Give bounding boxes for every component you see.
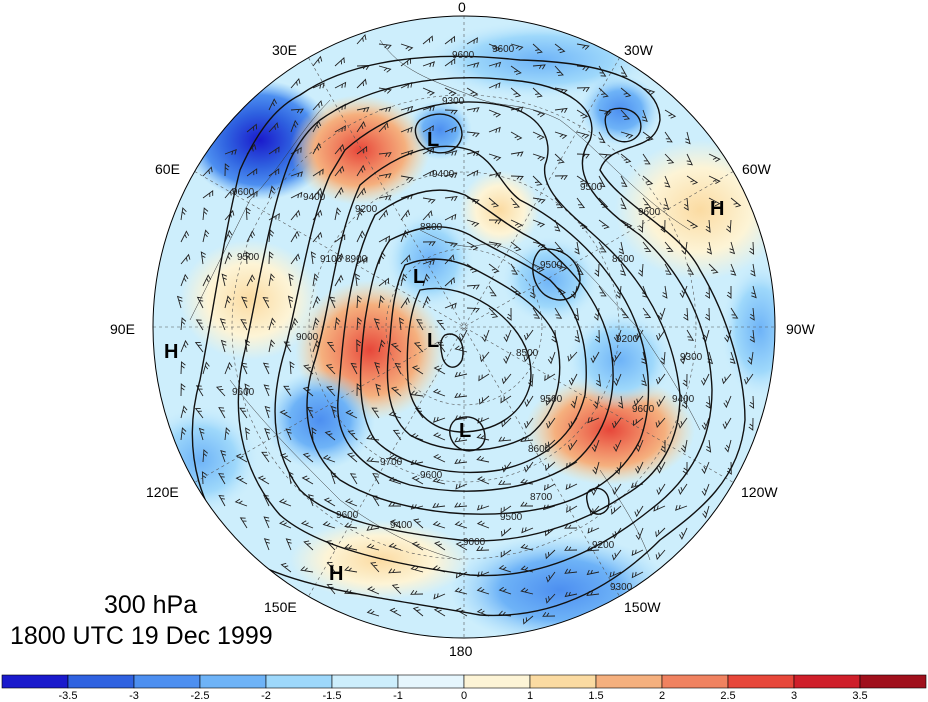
contour-label: 9600 — [420, 470, 443, 481]
longitude-label: 0 — [458, 0, 466, 15]
contour-label: 9000 — [296, 332, 319, 343]
contour-label: 9600 — [232, 387, 255, 398]
contour-label: 8800 — [420, 222, 443, 233]
contour-label: 9600 — [336, 510, 359, 521]
longitude-label: 150W — [624, 599, 661, 615]
colorbar-swatch — [463, 674, 531, 689]
valid-time-label: 1800 UTC 19 Dec 1999 — [10, 622, 273, 650]
contour-label: 9600 — [232, 187, 255, 198]
colorbar-swatch — [727, 674, 795, 689]
colorbar-swatch — [529, 674, 597, 689]
longitude-label: 90E — [110, 321, 135, 337]
contour-labels: 9600 9600 9300 9400 9200 9500 9600 9400 9100 8900… — [232, 44, 703, 593]
contour-label: 9000 — [463, 537, 486, 548]
high-center-marker: H — [710, 198, 724, 220]
longitude-label: 30W — [624, 42, 654, 58]
contour-label: 9600 — [492, 44, 515, 55]
colorbar-tick-label: 3 — [791, 690, 797, 702]
colorbar-swatch — [133, 674, 201, 689]
contour-label: 9500 — [500, 512, 523, 523]
contour-label: 8700 — [530, 492, 553, 503]
contour-label: 9200 — [355, 204, 378, 215]
low-center-marker: L — [413, 266, 425, 288]
coastlines — [189, 39, 701, 561]
contour-label: 9300 — [610, 582, 633, 593]
contour-label: 9600 — [632, 404, 655, 415]
low-center-marker: L — [459, 420, 471, 442]
contour-label: 9600 — [638, 207, 661, 218]
contour-label: 9500 — [580, 182, 603, 193]
colorbar-swatch — [331, 674, 399, 689]
map-boundary — [152, 15, 776, 639]
colorbar-swatch — [595, 674, 663, 689]
contour-label: 9300 — [442, 96, 465, 107]
contour-label: 9600 — [452, 50, 475, 61]
longitude-label: 120W — [741, 484, 778, 500]
colorbar-tick-label: 2 — [659, 690, 665, 702]
colorbar-swatch — [859, 674, 927, 689]
contour-label: 8600 — [528, 444, 551, 455]
longitude-label: 150E — [264, 599, 297, 615]
colorbar-swatch — [793, 674, 861, 689]
longitude-label: 60E — [155, 161, 180, 177]
longitude-label: 120E — [146, 484, 179, 500]
high-center-marker: H — [329, 563, 343, 585]
contour-label: 9400 — [390, 520, 413, 531]
contour-label: 9700 — [380, 457, 403, 468]
colorbar-tick-label: -2.5 — [191, 690, 210, 702]
low-center-marker: L — [427, 129, 439, 151]
contour-label: 9400 — [672, 394, 695, 405]
contour-label: 9500 — [540, 260, 563, 271]
colorbar-swatch — [661, 674, 729, 689]
contour-label: 9400 — [303, 192, 326, 203]
colorbar-tick-label: 0 — [461, 690, 467, 702]
anomaly-shading — [153, 16, 775, 638]
colorbar-tick-label: -1 — [393, 690, 403, 702]
colorbar-tick-label: 1 — [527, 690, 533, 702]
contour-label: 9400 — [432, 169, 455, 180]
contour-label: 9500 — [237, 252, 260, 263]
colorbar-swatch — [265, 674, 333, 689]
colorbar-tick-label: -2 — [261, 690, 271, 702]
contour-label: 9300 — [680, 352, 703, 363]
contour-label: 8500 — [516, 348, 539, 359]
colorbar-tick-label: 2.5 — [720, 690, 735, 702]
colorbar-swatch — [199, 674, 267, 689]
level-label: 300 hPa — [104, 591, 198, 619]
colorbar-swatch — [67, 674, 135, 689]
wind-barbs — [176, 34, 757, 625]
contour-label: 9500 — [540, 394, 563, 405]
colorbar-tick-label: -1.5 — [323, 690, 342, 702]
contour-label: 9100 — [320, 254, 343, 265]
colorbar-swatch — [1, 674, 69, 689]
colorbar-swatch — [397, 674, 465, 689]
colorbar-tick-label: -3 — [129, 690, 139, 702]
longitude-label: 90W — [786, 321, 816, 337]
longitude-label: 30E — [272, 42, 297, 58]
colorbar-tick-label: 3.5 — [852, 690, 867, 702]
contour-label: 8600 — [612, 254, 635, 265]
contour-label: 8900 — [345, 254, 368, 265]
low-center-marker: L — [427, 330, 439, 352]
longitude-label: 180 — [449, 643, 473, 659]
colorbar: -3.5 -3 -2.5 -2 -1.5 -1 0 1 1.5 2 2.5 3 3.5 — [1, 674, 927, 702]
high-center-marker: H — [164, 341, 178, 363]
contour-label: 9200 — [592, 540, 615, 551]
longitude-label: 60W — [742, 161, 772, 177]
contour-label: 9200 — [616, 334, 639, 345]
colorbar-tick-label: 1.5 — [588, 690, 603, 702]
colorbar-tick-label: -3.5 — [59, 690, 78, 702]
height-contours — [191, 55, 746, 617]
